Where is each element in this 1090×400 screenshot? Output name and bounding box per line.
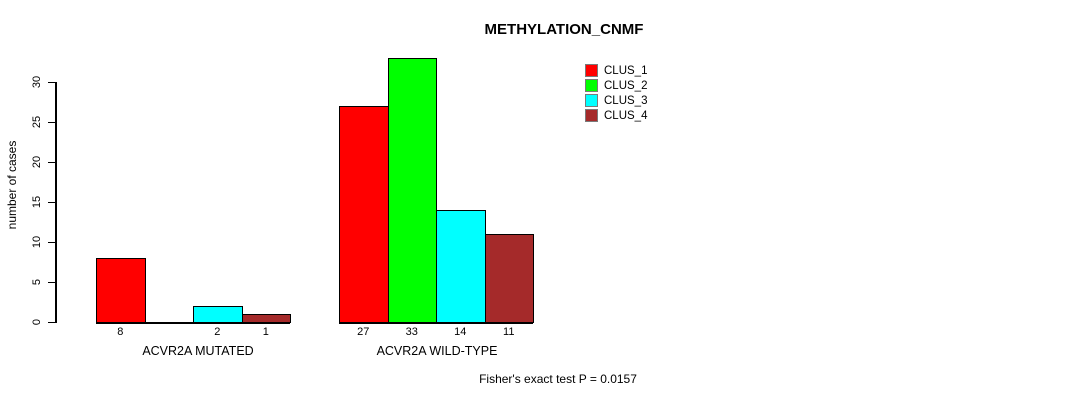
y-axis-line bbox=[55, 82, 57, 323]
bar-value-label: 11 bbox=[503, 326, 515, 338]
y-axis-tick-label: 20 bbox=[31, 155, 43, 169]
legend-swatch-icon bbox=[585, 64, 598, 77]
legend-label: CLUS_3 bbox=[604, 94, 648, 107]
y-axis-tick-label: 0 bbox=[31, 318, 43, 326]
legend-swatch-icon bbox=[585, 94, 598, 107]
bar-value-label: 1 bbox=[262, 326, 269, 338]
bar-clus_1-group1 bbox=[96, 258, 146, 323]
bar-clus_1-group2 bbox=[339, 106, 389, 323]
bar-value-label: 8 bbox=[117, 326, 124, 338]
legend-label: CLUS_1 bbox=[604, 64, 648, 77]
bar-clus_3-group2 bbox=[436, 210, 486, 323]
x-group-label-wild-type: ACVR2A WILD-TYPE bbox=[376, 344, 498, 358]
bar-clus_2-group2 bbox=[387, 58, 437, 323]
bar-clus_3-group1 bbox=[193, 306, 243, 323]
legend-item-clus_4: CLUS_4 bbox=[585, 108, 647, 123]
fisher-test-annotation: Fisher's exact test P = 0.0157 bbox=[479, 372, 637, 386]
legend-swatch-icon bbox=[585, 79, 598, 92]
legend-swatch-icon bbox=[585, 109, 598, 122]
legend-label: CLUS_4 bbox=[604, 109, 648, 122]
y-axis-tick-label: 5 bbox=[31, 278, 43, 286]
legend-label: CLUS_2 bbox=[604, 79, 648, 92]
bar-value-label: 14 bbox=[454, 326, 467, 338]
y-axis-tick bbox=[48, 122, 55, 124]
y-axis-tick bbox=[48, 282, 55, 284]
y-axis-tick-label: 25 bbox=[31, 115, 43, 129]
y-axis-tick-label: 30 bbox=[31, 75, 43, 89]
legend-item-clus_2: CLUS_2 bbox=[585, 78, 647, 93]
y-axis-tick-label: 10 bbox=[31, 235, 43, 249]
y-axis-tick bbox=[48, 322, 55, 324]
chart-title: METHYLATION_CNMF bbox=[484, 21, 644, 38]
bar-value-label: 27 bbox=[357, 326, 370, 338]
y-axis-tick bbox=[48, 162, 55, 164]
y-axis-label: number of cases bbox=[5, 140, 19, 230]
legend-item-clus_1: CLUS_1 bbox=[585, 63, 647, 78]
bar-value-label: 2 bbox=[214, 326, 221, 338]
legend-item-clus_3: CLUS_3 bbox=[585, 93, 647, 108]
bar-value-label: 33 bbox=[405, 326, 418, 338]
bar-clus_4-group1 bbox=[241, 314, 291, 323]
bar-clus_4-group2 bbox=[484, 234, 534, 323]
y-axis-tick-label: 15 bbox=[31, 195, 43, 209]
y-axis-tick bbox=[48, 202, 55, 204]
x-group-label-mutated: ACVR2A MUTATED bbox=[142, 344, 254, 358]
y-axis-tick bbox=[48, 242, 55, 244]
y-axis-tick bbox=[48, 82, 55, 84]
legend: CLUS_1 CLUS_2 CLUS_3 CLUS_4 bbox=[585, 63, 647, 123]
